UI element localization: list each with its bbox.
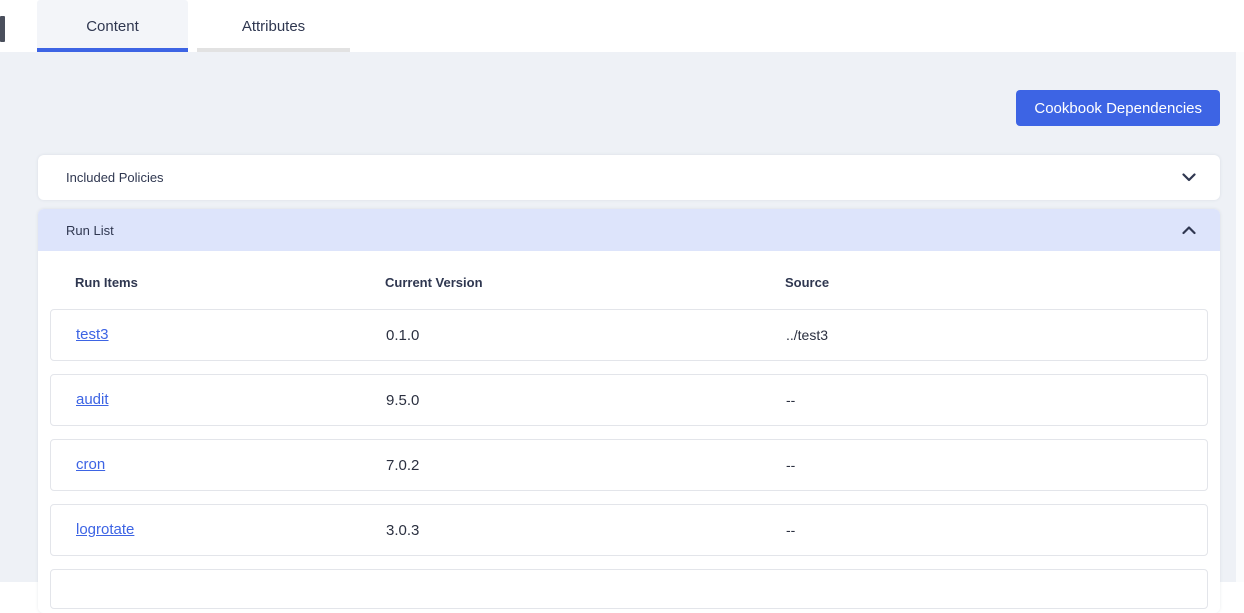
chevron-up-icon[interactable] xyxy=(1182,225,1196,235)
left-edge-mark xyxy=(0,16,5,42)
tab-attributes-label: Attributes xyxy=(241,17,306,35)
run-item-source-cell: -- xyxy=(786,457,796,473)
run-item-link[interactable]: audit xyxy=(76,391,109,408)
run-list-header[interactable]: Run List xyxy=(38,209,1220,251)
run-item-version-cell: 0.1.0 xyxy=(386,326,420,344)
inactive-tab-underline xyxy=(197,48,350,52)
chevron-down-icon[interactable] xyxy=(1182,173,1196,182)
run-item-name-cell: logrotate xyxy=(76,521,386,539)
tab-content[interactable]: Content xyxy=(37,0,188,52)
run-item-name-cell: audit xyxy=(76,391,386,409)
run-list-body: Run Items Current Version Source test3 0… xyxy=(38,251,1220,613)
run-list-column-headers: Run Items Current Version Source xyxy=(50,251,1208,309)
column-header-current-version: Current Version xyxy=(385,275,483,290)
scrollbar-track[interactable] xyxy=(1236,52,1244,582)
run-item-version-cell: 9.5.0 xyxy=(386,391,420,409)
table-row-partial xyxy=(50,569,1208,609)
tab-bar: Content Attributes xyxy=(0,0,1244,52)
run-list-panel: Run List Run Items Current Version Sourc… xyxy=(38,209,1220,613)
column-header-run-items: Run Items xyxy=(75,275,138,290)
active-tab-underline xyxy=(37,48,188,52)
run-item-version-cell: 3.0.3 xyxy=(386,521,420,539)
run-list-rows: test3 0.1.0 ../test3 audit 9.5.0 -- cron… xyxy=(50,309,1208,556)
run-item-version-cell: 7.0.2 xyxy=(386,456,420,474)
run-list-title: Run List xyxy=(66,222,114,238)
run-item-link[interactable]: cron xyxy=(76,456,106,473)
included-policies-panel[interactable]: Included Policies xyxy=(38,155,1220,200)
run-item-name-cell: test3 xyxy=(76,326,386,344)
run-item-source-cell: -- xyxy=(786,522,796,538)
toolbar: Cookbook Dependencies xyxy=(38,52,1220,126)
run-item-name-cell: cron xyxy=(76,456,386,474)
table-row: logrotate 3.0.3 -- xyxy=(50,504,1208,556)
column-header-source: Source xyxy=(785,275,830,290)
run-item-link[interactable]: test3 xyxy=(76,326,109,343)
included-policies-title: Included Policies xyxy=(66,170,164,185)
run-item-link[interactable]: logrotate xyxy=(76,521,135,538)
run-item-source-cell: ../test3 xyxy=(786,327,829,343)
tab-content-label: Content xyxy=(86,17,139,35)
content-area: Cookbook Dependencies Included Policies … xyxy=(0,52,1244,613)
cookbook-dependencies-button[interactable]: Cookbook Dependencies xyxy=(1016,90,1220,126)
table-row: audit 9.5.0 -- xyxy=(50,374,1208,426)
run-item-source-cell: -- xyxy=(786,392,796,408)
table-row: test3 0.1.0 ../test3 xyxy=(50,309,1208,361)
table-row: cron 7.0.2 -- xyxy=(50,439,1208,491)
tab-attributes[interactable]: Attributes xyxy=(197,0,350,52)
